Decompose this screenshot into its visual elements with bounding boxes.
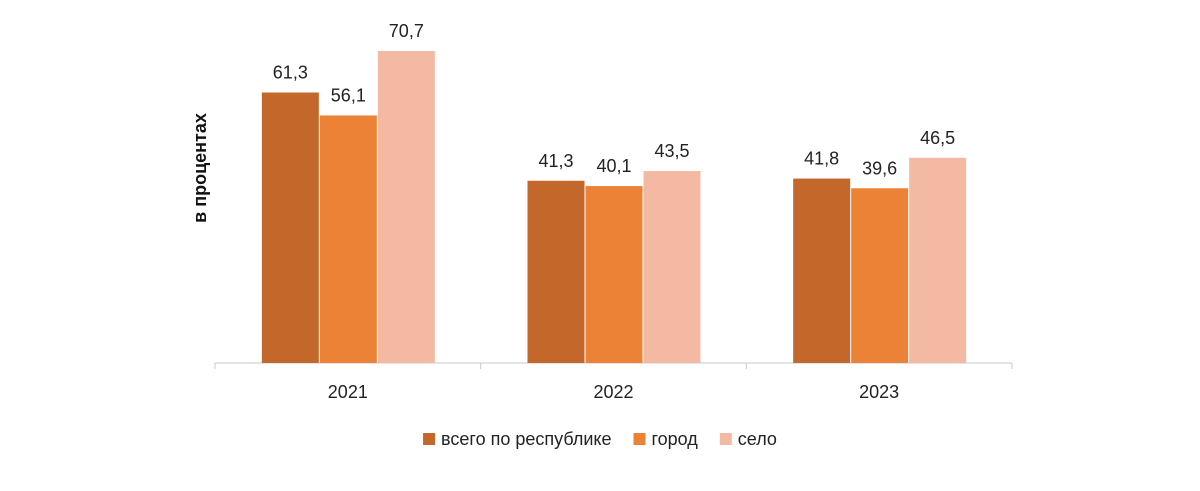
data-label: 56,1	[331, 85, 366, 105]
legend-swatch	[633, 433, 646, 445]
data-label: 61,3	[273, 63, 308, 83]
bar-2022-3	[643, 171, 701, 363]
legend-label: село	[738, 429, 777, 449]
legend-swatch	[423, 433, 436, 445]
x-tick-label: 2021	[328, 382, 368, 402]
x-tick-labels: 2021 2022 2023	[328, 382, 899, 402]
bar-2023-2	[851, 188, 909, 363]
legend-label: всего по республике	[441, 429, 611, 449]
bar-2023-3	[909, 157, 967, 363]
data-labels: 61,3 56,1 70,7 41,3 40,1 43,5 41,8 39,6 46,5	[273, 21, 955, 178]
bar-2021-3	[377, 51, 435, 363]
x-axis	[214, 362, 1013, 369]
legend: всего по республике город село	[423, 429, 777, 449]
x-tick-label: 2023	[859, 382, 899, 402]
data-label: 40,1	[596, 156, 631, 176]
x-tick-label: 2022	[593, 382, 633, 402]
data-label: 70,7	[389, 21, 424, 41]
data-label: 41,8	[804, 149, 839, 169]
legend-label: город	[651, 429, 698, 449]
bars	[261, 51, 967, 364]
legend-item: всего по республике	[423, 429, 611, 449]
bar-2023-1	[793, 178, 851, 363]
data-label: 46,5	[920, 128, 955, 148]
data-label: 43,5	[654, 141, 689, 161]
y-axis-title: в процентах	[190, 113, 210, 223]
legend-swatch	[719, 433, 732, 445]
bar-2022-2	[585, 186, 643, 363]
data-label: 41,3	[538, 151, 573, 171]
bar-2021-2	[319, 115, 377, 364]
legend-item: село	[719, 429, 777, 449]
bar-2022-1	[527, 180, 585, 363]
data-label: 39,6	[862, 158, 897, 178]
legend-item: город	[633, 429, 698, 449]
bar-2021-1	[261, 92, 319, 364]
